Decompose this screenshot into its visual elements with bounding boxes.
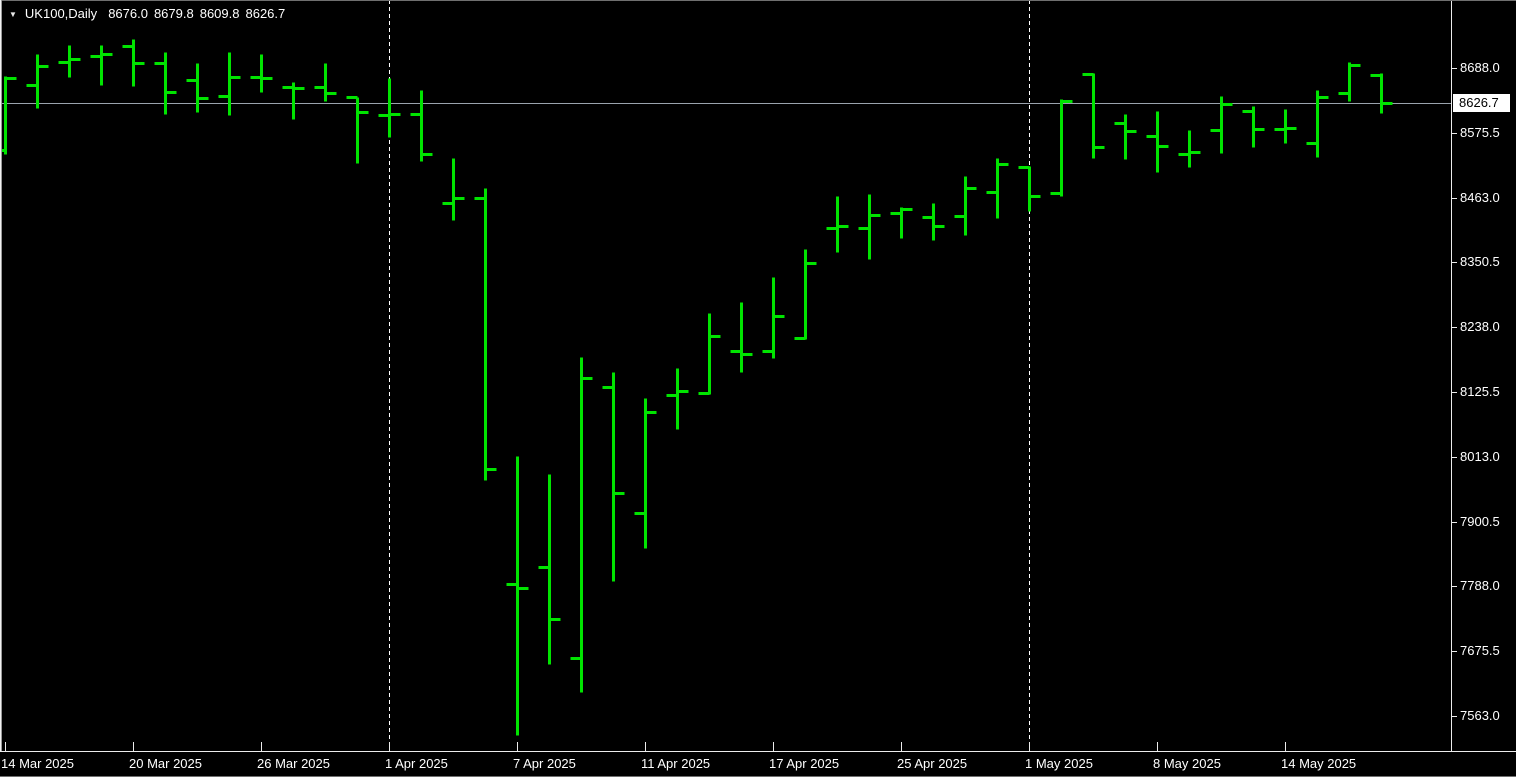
ohlc-bar bbox=[730, 302, 753, 373]
y-axis-tick bbox=[1452, 457, 1457, 458]
ohlc-bar bbox=[1114, 114, 1137, 160]
ohlc-bar bbox=[250, 54, 273, 93]
ohlc-bar bbox=[218, 52, 241, 116]
ohlc-bar bbox=[378, 78, 401, 138]
ohlc-bar bbox=[986, 158, 1009, 219]
ohlc-bar bbox=[954, 176, 977, 236]
ohlc-bar bbox=[442, 158, 465, 221]
ohlc-bar bbox=[506, 456, 529, 736]
x-axis-date-label: 20 Mar 2025 bbox=[129, 756, 202, 771]
y-axis-price-label: 8688.0 bbox=[1460, 60, 1500, 75]
chart-header: ▼ UK100,Daily 8676.0 8679.8 8609.8 8626.… bbox=[9, 6, 291, 22]
ohlc-bar bbox=[1370, 73, 1393, 114]
ohlc-bar bbox=[1274, 109, 1297, 144]
ohlc-bar bbox=[90, 45, 113, 86]
y-axis-tick bbox=[1452, 586, 1457, 587]
ohlc-bar bbox=[314, 63, 337, 102]
window-top-border bbox=[0, 0, 1516, 1]
ohlc-bar bbox=[1082, 73, 1105, 159]
y-axis-price-label: 8238.0 bbox=[1460, 319, 1500, 334]
y-axis-tick bbox=[1452, 133, 1457, 134]
y-axis-tick bbox=[1452, 651, 1457, 652]
window-left-border bbox=[0, 0, 2, 751]
ohlc-bar bbox=[794, 249, 817, 340]
ohlc-bar bbox=[474, 188, 497, 481]
ohlc-bar bbox=[0, 76, 17, 155]
y-axis-tick bbox=[1452, 68, 1457, 69]
ohlc-bar bbox=[1306, 90, 1329, 158]
y-axis-tick bbox=[1452, 522, 1457, 523]
ohlc-bar bbox=[570, 357, 593, 693]
x-axis-date-label: 11 Apr 2025 bbox=[641, 756, 711, 771]
header-open-value: 8676.0 bbox=[108, 6, 148, 21]
ohlc-bar bbox=[154, 52, 177, 115]
y-axis-price-label: 7900.5 bbox=[1460, 514, 1500, 529]
ohlc-bar bbox=[1018, 166, 1041, 212]
chart-svg bbox=[0, 0, 1451, 751]
x-axis-date-label: 17 Apr 2025 bbox=[769, 756, 840, 771]
ohlc-bar bbox=[1210, 96, 1233, 154]
y-axis-price-label: 8463.0 bbox=[1460, 190, 1500, 205]
ohlc-bar bbox=[186, 63, 209, 113]
x-axis-date-label: 7 Apr 2025 bbox=[513, 756, 576, 771]
current-price-label: 8626.7 bbox=[1453, 94, 1510, 112]
ohlc-bar bbox=[1050, 99, 1073, 197]
y-axis-tick bbox=[1452, 392, 1457, 393]
y-axis-tick bbox=[1452, 198, 1457, 199]
ohlc-bar bbox=[410, 90, 433, 162]
ohlc-bar bbox=[122, 39, 145, 87]
ohlc-bar bbox=[858, 194, 881, 260]
ohlc-bar bbox=[1338, 62, 1361, 102]
ohlc-bar bbox=[26, 54, 49, 109]
x-axis-date-label: 14 May 2025 bbox=[1281, 756, 1357, 771]
y-axis-price-label: 8575.5 bbox=[1460, 125, 1500, 140]
ohlc-bar bbox=[58, 45, 81, 78]
y-axis-price-label: 7675.5 bbox=[1460, 643, 1500, 658]
y-axis-price-label: 8013.0 bbox=[1460, 449, 1500, 464]
y-axis-price-label: 8350.5 bbox=[1460, 254, 1500, 269]
header-high-value: 8679.8 bbox=[153, 6, 194, 21]
symbol-period-label: UK100,Daily bbox=[24, 6, 98, 21]
ohlc-bar bbox=[1178, 130, 1201, 168]
ohlc-bar bbox=[890, 207, 913, 239]
ohlc-bar bbox=[762, 277, 785, 359]
y-axis-price-label: 7563.0 bbox=[1460, 708, 1500, 723]
x-axis-date-label: 1 May 2025 bbox=[1025, 756, 1093, 771]
ohlc-bar bbox=[1146, 111, 1169, 173]
ohlc-bar bbox=[346, 96, 369, 164]
x-axis-date-label: 8 May 2025 bbox=[1153, 756, 1221, 771]
y-axis-tick bbox=[1452, 262, 1457, 263]
x-axis-date-label: 26 Mar 2025 bbox=[257, 756, 330, 771]
price-axis[interactable]: 8626.7 8688.0 8575.5 8463.0 8350.5 8238.0 812… bbox=[1451, 0, 1516, 751]
x-axis-date-label: 14 Mar 2025 bbox=[1, 756, 74, 771]
ohlc-bar bbox=[826, 196, 849, 253]
x-axis-date-label: 1 Apr 2025 bbox=[385, 756, 448, 771]
y-axis-tick bbox=[1452, 716, 1457, 717]
y-axis-tick bbox=[1452, 327, 1457, 328]
ohlc-bar bbox=[282, 82, 305, 120]
y-axis-price-label: 7788.0 bbox=[1460, 578, 1500, 593]
symbol-dropdown-arrow-icon[interactable]: ▼ bbox=[9, 10, 17, 19]
ohlc-bar bbox=[666, 368, 689, 430]
x-axis-date-label: 25 Apr 2025 bbox=[897, 756, 968, 771]
ohlc-bar bbox=[922, 203, 945, 241]
header-close-value: 8626.7 bbox=[245, 6, 286, 21]
header-low-value: 8609.8 bbox=[199, 6, 240, 21]
ohlc-bar bbox=[602, 372, 625, 582]
price-chart-canvas[interactable] bbox=[0, 0, 1451, 751]
ohlc-bar bbox=[1242, 106, 1265, 148]
ohlc-bar bbox=[698, 313, 721, 395]
time-axis[interactable]: 14 Mar 2025 20 Mar 2025 26 Mar 2025 1 Apr 2… bbox=[0, 751, 1516, 777]
ohlc-bar bbox=[634, 398, 657, 549]
ohlc-bar bbox=[538, 474, 561, 665]
y-axis-price-label: 8125.5 bbox=[1460, 384, 1500, 399]
